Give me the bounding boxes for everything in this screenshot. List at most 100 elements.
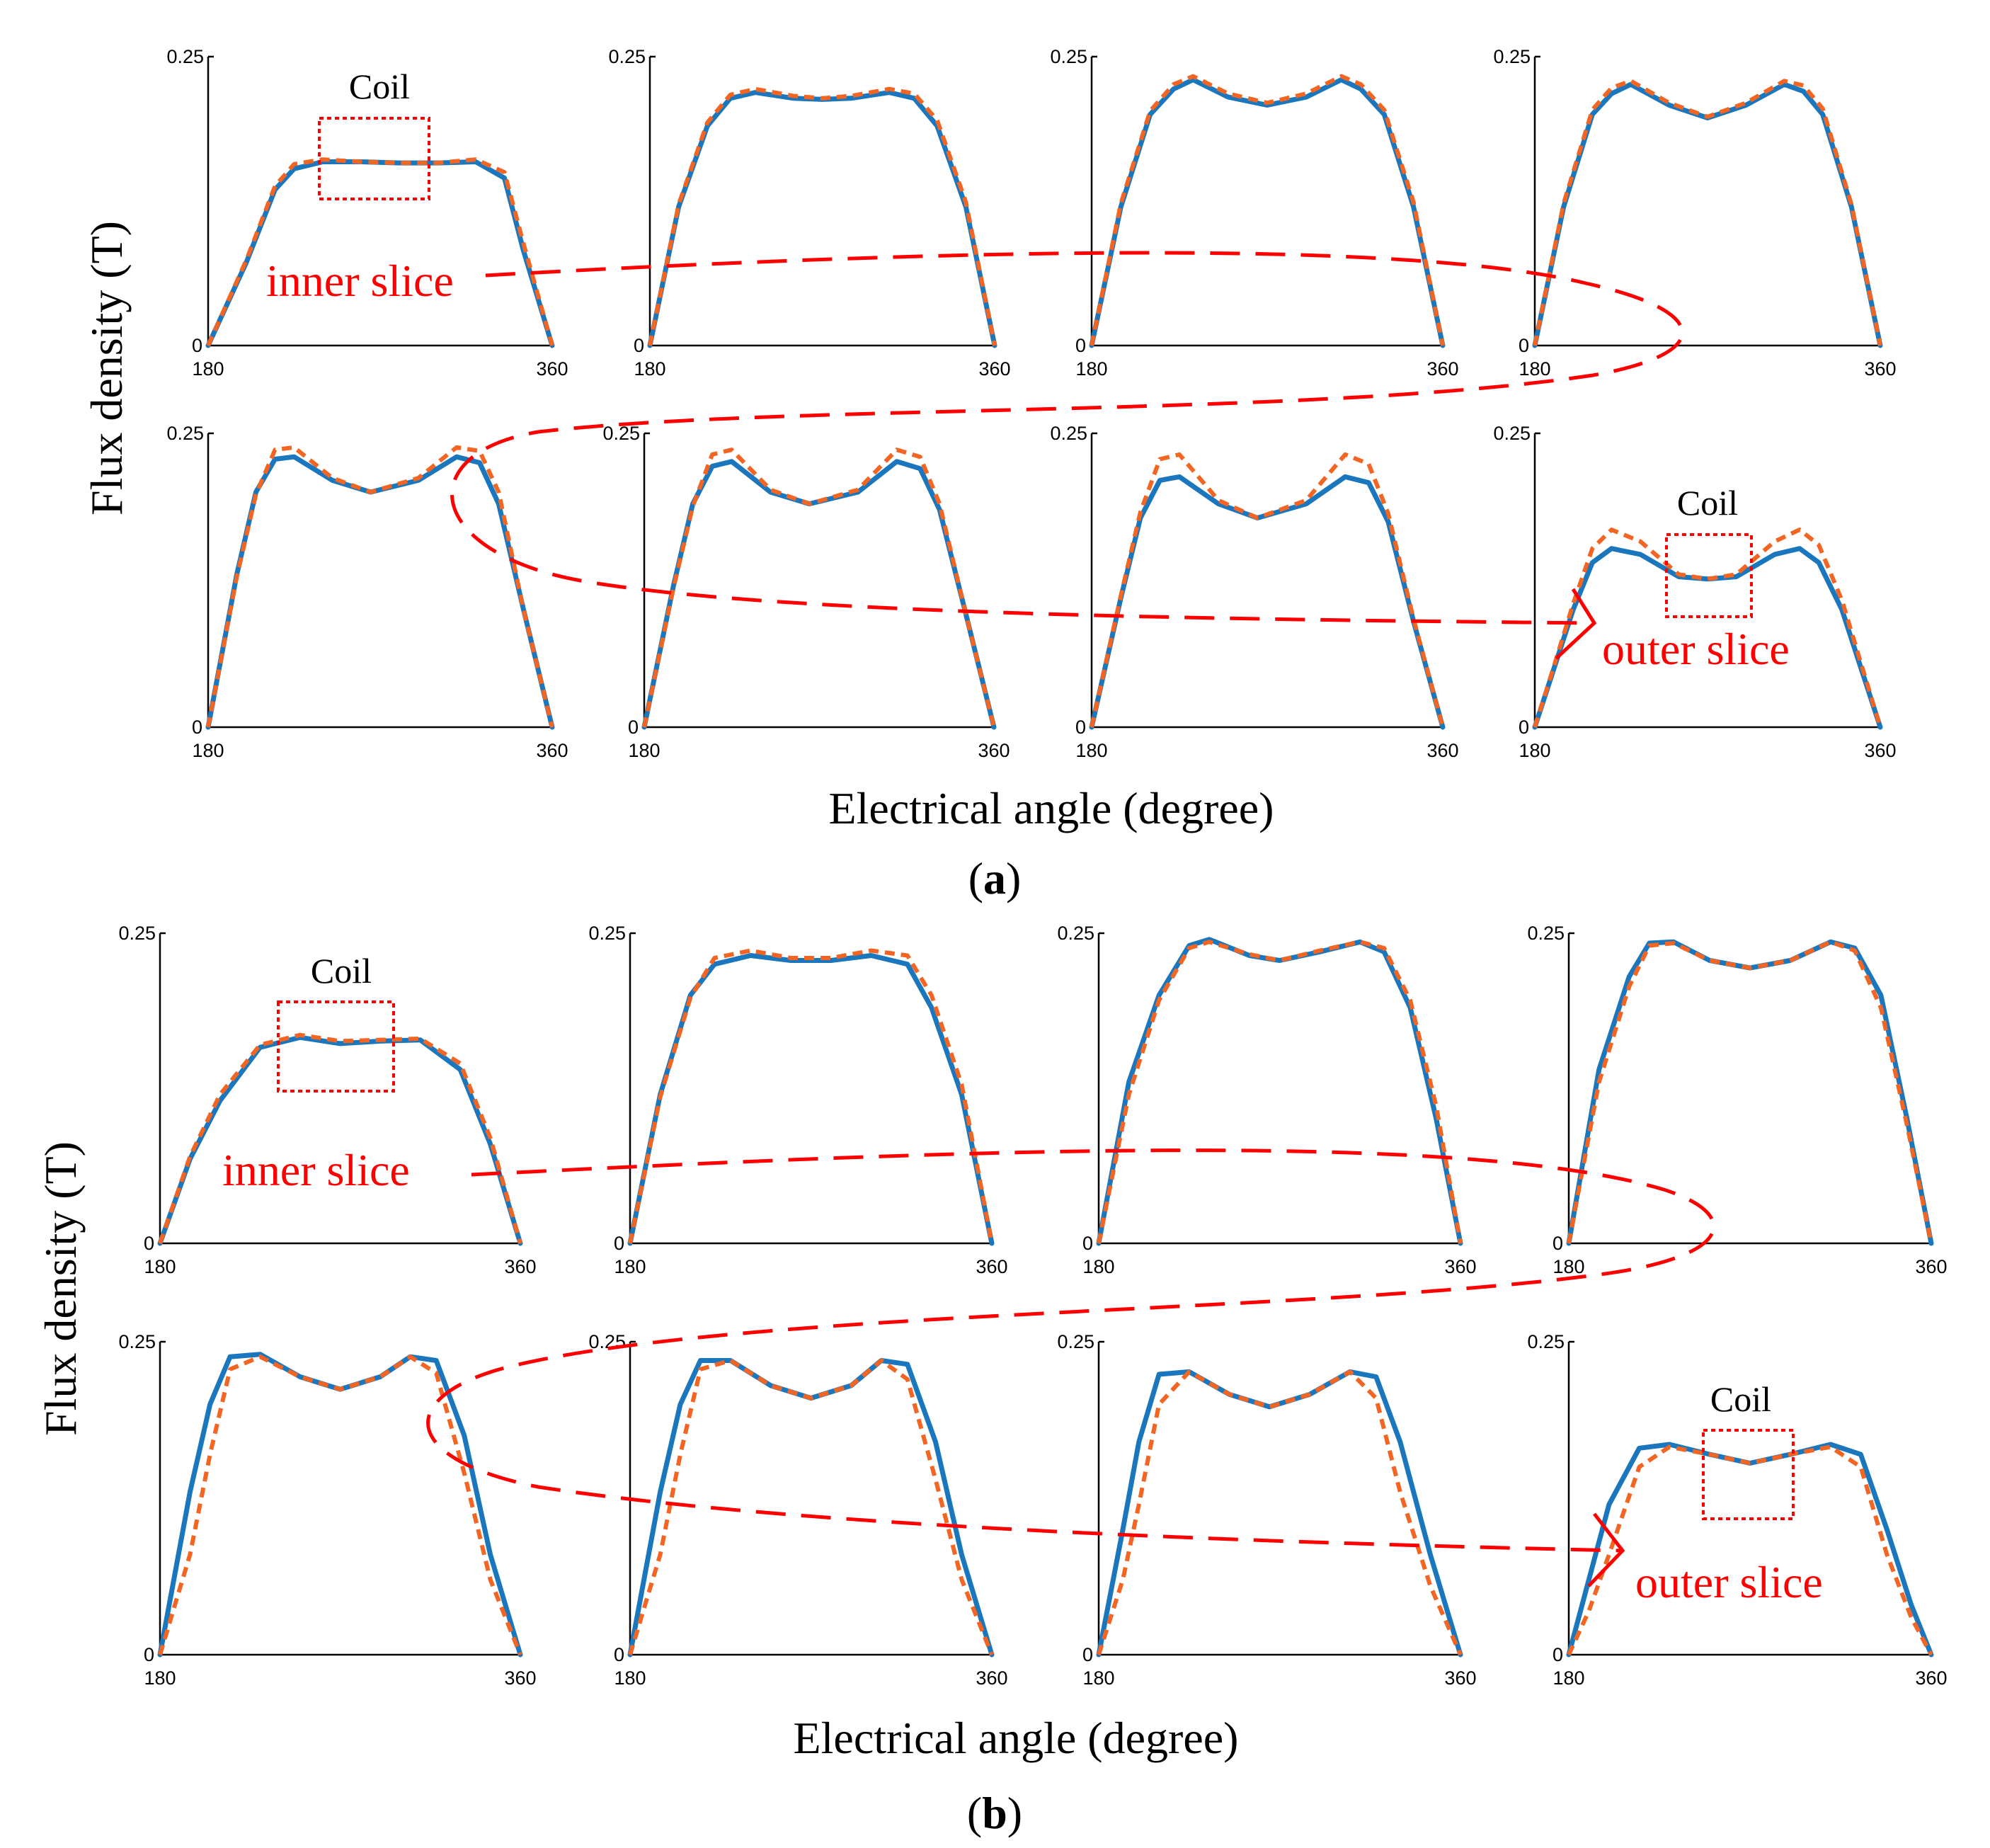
series-simulated (628, 1358, 994, 1656)
y-tick-label-zero: 0 (1519, 335, 1529, 356)
x-tick-label-start: 180 (628, 740, 660, 761)
y-tick-label-top: 0.25 (118, 1331, 156, 1352)
panel-a-coil-label-outer: Coil (1677, 483, 1738, 523)
series-simulated (648, 86, 997, 346)
x-tick-label-start: 180 (144, 1256, 176, 1277)
series-simulated (206, 445, 554, 728)
x-tick-label-end: 360 (976, 1667, 1007, 1689)
x-tick-label-start: 180 (1075, 740, 1107, 761)
panel-a-coil-label-inner: Coil (349, 67, 410, 106)
y-tick-label-top: 0.25 (166, 46, 204, 67)
x-tick-label-end: 360 (1864, 740, 1896, 761)
x-tick-label-start: 180 (634, 358, 665, 380)
panel-b-xlabel: Electrical angle (degree) (794, 1713, 1239, 1763)
panel-a-coil-box-outer (1665, 533, 1753, 618)
x-tick-label-end: 360 (978, 740, 1010, 761)
panel-b-coil-label-outer: Coil (1710, 1379, 1771, 1419)
y-tick-label-top: 0.25 (1050, 423, 1087, 444)
series-simulated (206, 157, 554, 347)
x-tick-label-start: 180 (1519, 358, 1550, 380)
panel-a-caption: (a) (968, 853, 1022, 903)
y-tick-label-zero: 0 (192, 335, 202, 356)
panel-b-ylabel: Flux density (T) (35, 1141, 86, 1436)
series-measured (627, 953, 995, 1246)
series-measured (205, 454, 555, 730)
y-tick-label-top: 0.25 (1493, 46, 1531, 67)
y-tick-label-top: 0.25 (1057, 1331, 1094, 1352)
y-tick-label-top: 0.25 (166, 423, 204, 444)
series-measured (1089, 77, 1446, 348)
x-tick-label-end: 360 (1915, 1667, 1947, 1689)
y-tick-label-top: 0.25 (118, 923, 156, 944)
x-tick-label-end: 360 (978, 358, 1010, 380)
x-tick-label-end: 360 (1444, 1256, 1476, 1277)
y-tick-label-zero: 0 (1075, 335, 1086, 356)
y-tick-label-zero: 0 (634, 335, 644, 356)
series-simulated (1567, 940, 1933, 1244)
panel-a-outer-slice-label: outer slice (1602, 624, 1790, 674)
x-tick-label-start: 180 (614, 1667, 646, 1689)
y-tick-label-top: 0.25 (608, 46, 646, 67)
x-tick-label-end: 360 (976, 1256, 1007, 1277)
x-tick-label-start: 180 (1082, 1667, 1114, 1689)
panel-b-inner-slice-label: inner slice (222, 1145, 410, 1195)
panel-a-xlabel: Electrical angle (degree) (829, 783, 1274, 833)
series-measured (157, 1034, 523, 1246)
panel-b-slice-path (426, 1148, 1716, 1553)
y-tick-label-top: 0.25 (602, 423, 640, 444)
y-tick-label-zero: 0 (628, 717, 639, 738)
x-tick-label-start: 180 (192, 358, 224, 380)
y-tick-label-zero: 0 (1552, 1644, 1563, 1665)
series-simulated (1097, 1369, 1463, 1656)
series-measured (1566, 939, 1934, 1246)
y-tick-label-top: 0.25 (1493, 423, 1531, 444)
x-tick-label-start: 180 (1552, 1256, 1584, 1277)
y-tick-label-zero: 0 (1075, 717, 1086, 738)
series-measured (1096, 1369, 1463, 1658)
series-simulated (158, 1354, 522, 1656)
y-tick-label-zero: 0 (1519, 717, 1529, 738)
panel-b-outer-slice-label: outer slice (1635, 1557, 1823, 1607)
panel-a-coil-box-inner (318, 117, 430, 200)
y-tick-label-zero: 0 (144, 1233, 154, 1254)
y-tick-label-top: 0.25 (1057, 923, 1094, 944)
x-tick-label-end: 360 (536, 358, 568, 380)
y-tick-label-top: 0.25 (1527, 923, 1565, 944)
series-measured (1096, 937, 1463, 1246)
x-tick-label-start: 180 (144, 1667, 176, 1689)
panel-a-slice-path (450, 251, 1684, 625)
y-tick-label-zero: 0 (614, 1233, 624, 1254)
series-simulated (628, 948, 994, 1244)
x-tick-label-end: 360 (536, 740, 568, 761)
y-tick-label-top: 0.25 (588, 923, 626, 944)
y-tick-label-zero: 0 (144, 1644, 154, 1665)
y-tick-label-top: 0.25 (1527, 1331, 1565, 1352)
panel-b-caption: (b) (967, 1788, 1022, 1838)
x-tick-label-end: 360 (1444, 1667, 1476, 1689)
x-tick-label-end: 360 (504, 1256, 536, 1277)
x-tick-label-start: 180 (1075, 358, 1107, 380)
x-tick-label-start: 180 (614, 1256, 646, 1277)
series-simulated (642, 447, 996, 728)
series-simulated (1097, 940, 1463, 1244)
series-simulated (1567, 1444, 1933, 1656)
series-simulated (1090, 74, 1445, 346)
series-simulated (158, 1032, 522, 1244)
x-tick-label-end: 360 (1426, 358, 1458, 380)
x-tick-label-end: 360 (1426, 740, 1458, 761)
